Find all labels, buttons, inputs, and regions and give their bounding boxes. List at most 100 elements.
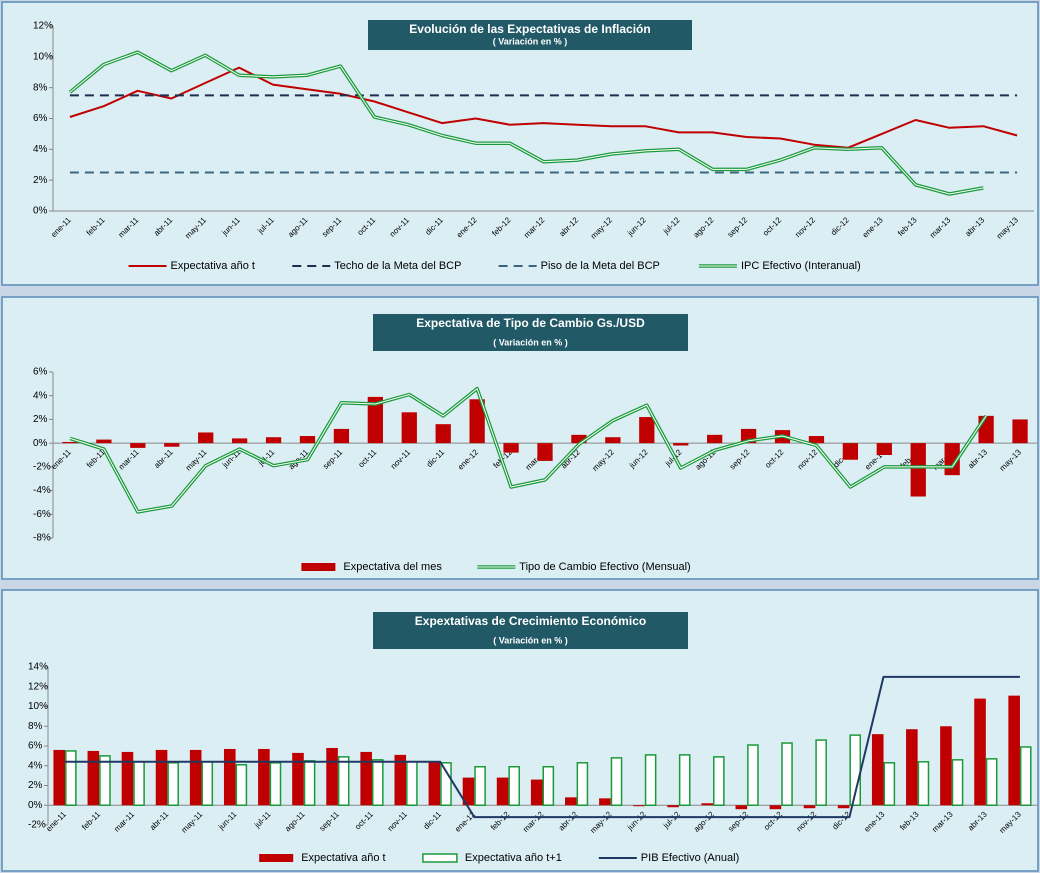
- y-tick-label: 8%: [33, 82, 48, 93]
- bar: [292, 752, 304, 806]
- bar: [1008, 695, 1020, 806]
- bar: [599, 798, 611, 806]
- bar: [440, 762, 452, 807]
- y-tick-label: 8%: [28, 721, 43, 732]
- bar: [678, 754, 691, 806]
- legend-label: Expectativa del mes: [343, 561, 442, 573]
- y-tick-label: 12%: [33, 21, 53, 32]
- legend-label: Techo de la Meta del BCP: [334, 260, 461, 272]
- bar: [610, 757, 623, 807]
- bar: [474, 765, 486, 807]
- bar: [940, 726, 952, 806]
- bar: [701, 803, 714, 806]
- bar: [258, 748, 270, 806]
- bar: [530, 779, 543, 806]
- bar: [985, 758, 998, 806]
- bar: [428, 761, 441, 806]
- bar: [164, 443, 180, 447]
- bar: [576, 762, 589, 807]
- title-box: [368, 20, 692, 50]
- chart: Expectativa de Tipo de Cambio Gs./USD ( V…: [1, 296, 1039, 580]
- bar: [223, 748, 236, 806]
- legend-swatch: [422, 853, 458, 863]
- bar: [837, 805, 850, 809]
- y-tick-label: 2%: [33, 175, 48, 186]
- y-tick-label: 4%: [33, 390, 48, 401]
- bar: [842, 443, 859, 460]
- bar: [639, 417, 655, 444]
- bar: [747, 744, 759, 806]
- bar: [713, 756, 725, 807]
- bar: [265, 437, 282, 444]
- y-tick-label: -2%: [33, 461, 51, 472]
- bar: [917, 761, 930, 807]
- bar: [883, 762, 896, 807]
- bar: [235, 764, 248, 806]
- bar: [808, 436, 825, 444]
- y-tick-label: 0%: [28, 800, 43, 811]
- bar: [53, 749, 66, 806]
- line: [69, 66, 1018, 149]
- bar: [469, 399, 485, 444]
- bar: [435, 424, 451, 444]
- bar: [667, 805, 679, 808]
- chart-title: Expextativas de Crecimiento Económico: [415, 614, 646, 628]
- bar: [496, 777, 509, 806]
- y-tick-label: 4%: [33, 144, 48, 155]
- bar: [906, 729, 918, 806]
- bar: [803, 805, 816, 809]
- y-tick-label: -4%: [33, 485, 51, 496]
- bar: [503, 443, 519, 453]
- y-tick-label: 2%: [28, 780, 43, 791]
- bar: [707, 434, 723, 444]
- legend-label: Tipo de Cambio Efectivo (Mensual): [519, 561, 690, 573]
- legend-swatch: [301, 563, 336, 571]
- legend-label: Expectativa año t: [301, 852, 385, 864]
- line-inner: [69, 388, 987, 513]
- y-tick-label: 6%: [33, 113, 48, 124]
- bar: [198, 432, 214, 444]
- legend-label: Expectativa año t: [171, 260, 255, 272]
- title-box: [373, 314, 688, 351]
- bar: [815, 739, 827, 806]
- chart-title: Evolución de las Expectativas de Inflaci…: [409, 22, 650, 36]
- y-tick-label: 0%: [33, 206, 48, 217]
- bar: [508, 765, 520, 807]
- bar: [571, 434, 587, 444]
- bar: [781, 742, 793, 807]
- bar: [337, 756, 350, 807]
- bar: [62, 441, 78, 444]
- y-tick-label: 0%: [33, 438, 48, 449]
- legend-label: PIB Efectivo (Anual): [641, 852, 739, 864]
- bar: [974, 698, 986, 806]
- bar: [406, 761, 418, 807]
- y-tick-label: -6%: [33, 509, 51, 520]
- bar: [537, 443, 553, 461]
- bar: [360, 751, 372, 806]
- bar: [130, 443, 146, 448]
- bar: [735, 805, 748, 810]
- chart-title: Expectativa de Tipo de Cambio Gs./USD: [416, 316, 645, 330]
- chart-subtitle: ( Variación en % ): [493, 36, 568, 46]
- bar: [644, 754, 657, 806]
- y-tick-label: 4%: [28, 760, 43, 771]
- legend-swatch: [259, 854, 294, 862]
- y-tick-label: 6%: [33, 367, 48, 378]
- bar: [326, 747, 338, 806]
- bar: [605, 437, 621, 444]
- bar: [1019, 746, 1032, 807]
- y-tick-label: 10%: [28, 701, 48, 712]
- legend-label: IPC Efectivo (Interanual): [741, 260, 861, 272]
- bar: [978, 415, 994, 444]
- bar: [673, 443, 689, 446]
- bar: [876, 443, 892, 455]
- bar: [155, 749, 168, 806]
- bar: [299, 436, 316, 444]
- chart: Expextativas de Crecimiento Económico ( V…: [1, 589, 1039, 872]
- bar: [462, 777, 475, 806]
- bar: [87, 750, 100, 806]
- bar: [189, 749, 202, 806]
- line: [65, 675, 1020, 819]
- bar: [367, 396, 383, 444]
